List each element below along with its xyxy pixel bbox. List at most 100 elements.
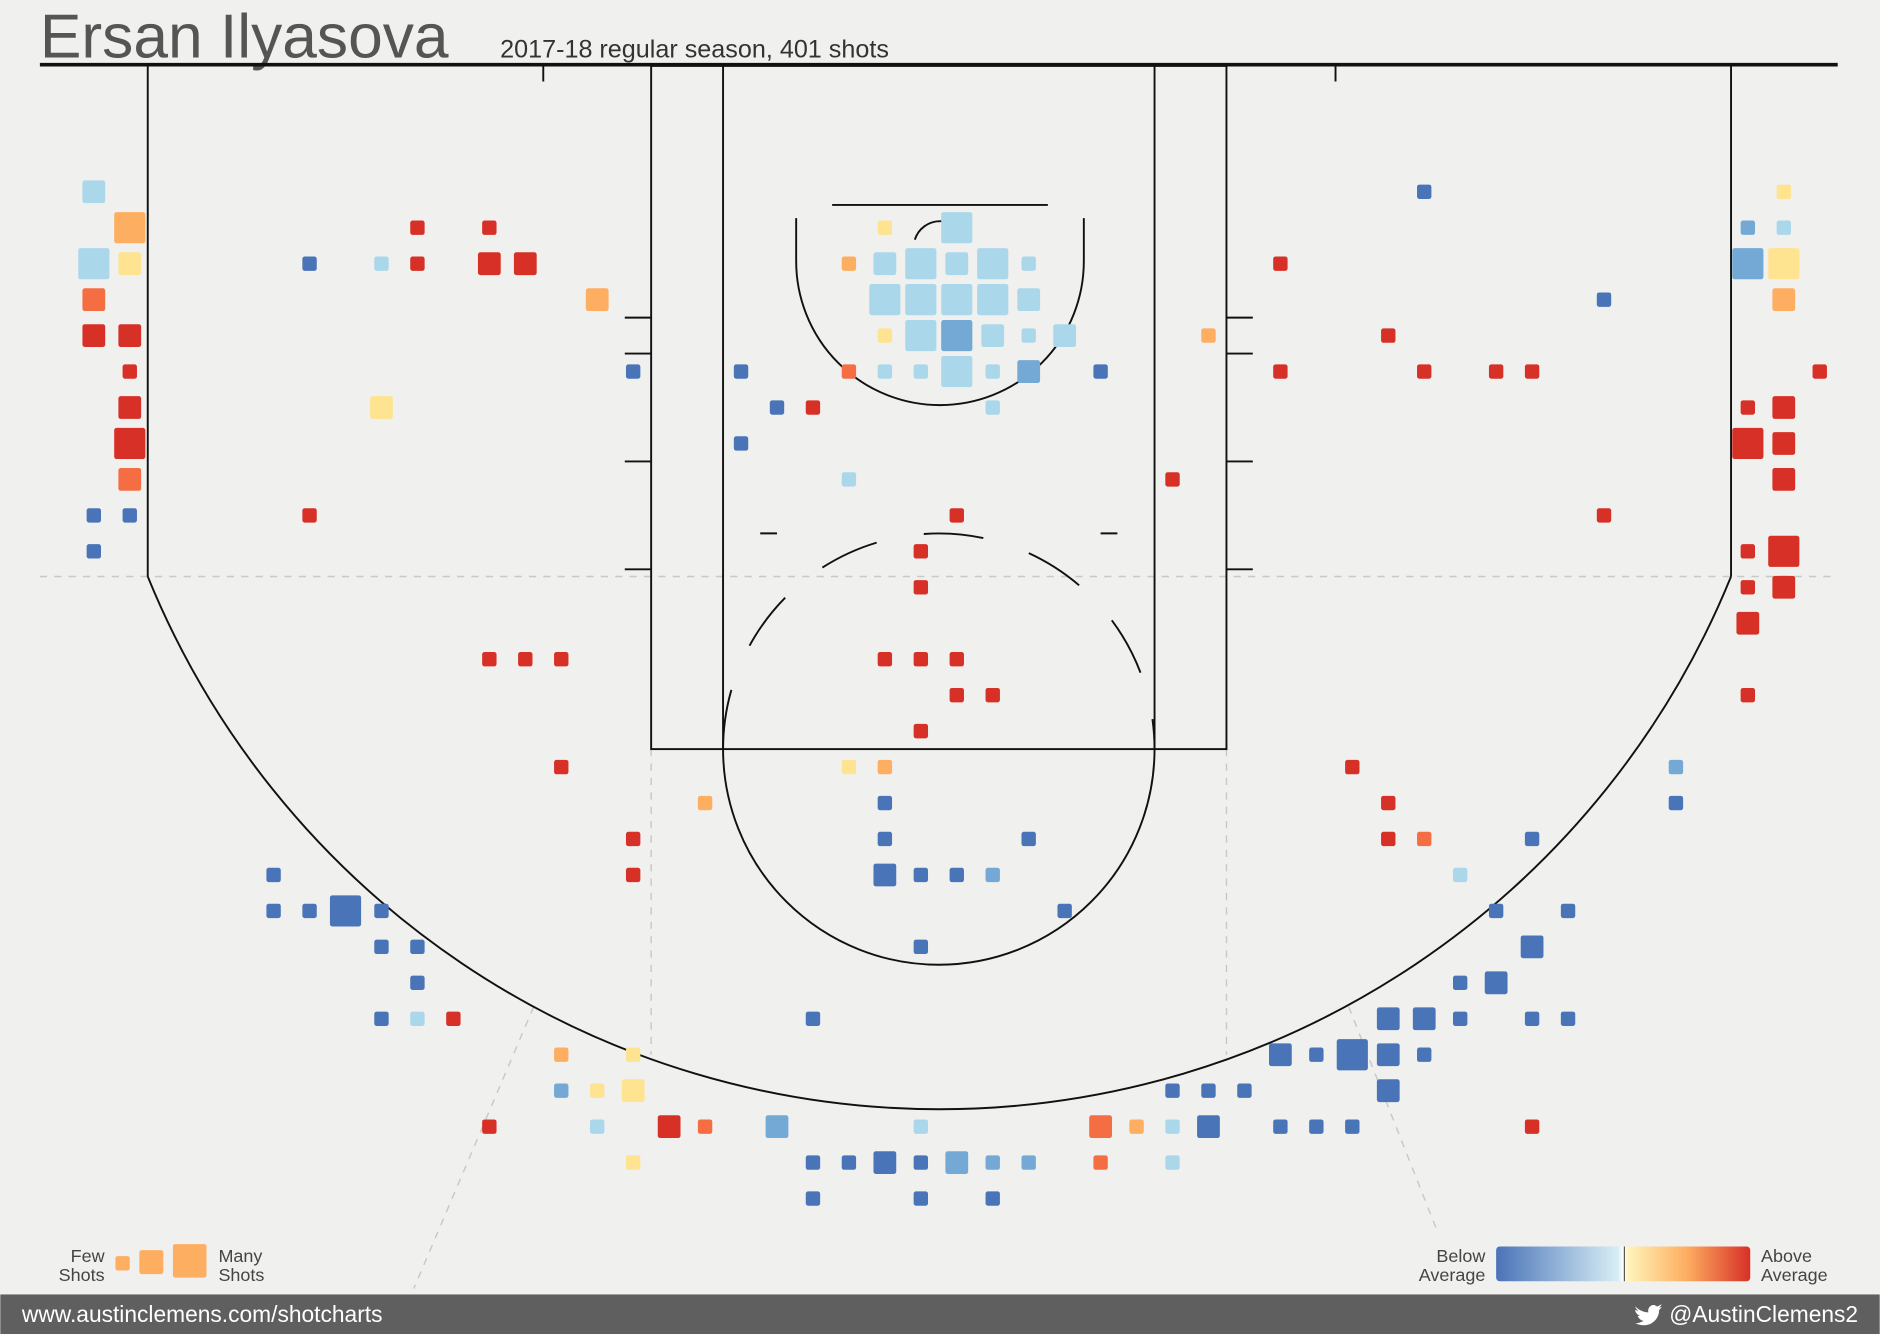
shot-square bbox=[1376, 1079, 1400, 1103]
shot-square bbox=[374, 903, 389, 919]
shot-square bbox=[1776, 184, 1791, 199]
shot-square bbox=[621, 1079, 645, 1103]
shot-square bbox=[949, 687, 964, 703]
shot-square bbox=[985, 400, 1000, 415]
shot-square bbox=[841, 472, 857, 487]
shot-square bbox=[82, 324, 106, 347]
legend-swatch bbox=[172, 1244, 207, 1278]
shot-square bbox=[1201, 1083, 1216, 1098]
shot-square bbox=[410, 220, 425, 235]
restricted-area bbox=[795, 218, 1085, 407]
shot-square bbox=[1768, 535, 1800, 567]
shot-square bbox=[877, 759, 893, 775]
shot-square bbox=[554, 759, 569, 775]
shot-square bbox=[657, 1115, 681, 1139]
shot-square bbox=[625, 1155, 641, 1170]
shot-square bbox=[913, 1191, 929, 1206]
shot-square bbox=[805, 1191, 821, 1206]
shot-square bbox=[1165, 1155, 1180, 1170]
shot-square bbox=[1017, 288, 1041, 312]
shot-square bbox=[114, 427, 146, 460]
shot-square bbox=[873, 863, 897, 887]
shot-square bbox=[118, 468, 142, 491]
shot-square bbox=[977, 248, 1009, 280]
shot-square bbox=[1488, 364, 1504, 379]
shot-square bbox=[1736, 611, 1760, 635]
shot-square bbox=[1381, 328, 1396, 343]
footer-bar bbox=[0, 1294, 1880, 1334]
shot-square bbox=[1089, 1115, 1112, 1139]
shot-square bbox=[805, 1011, 821, 1026]
shot-square bbox=[1412, 1007, 1436, 1031]
shot-square bbox=[1165, 472, 1180, 487]
shot-square bbox=[1309, 1119, 1324, 1134]
shot-square bbox=[1165, 1119, 1180, 1134]
shot-square bbox=[1021, 831, 1036, 847]
shot-square bbox=[941, 320, 973, 352]
shot-square bbox=[1197, 1115, 1220, 1139]
shot-square bbox=[1345, 759, 1360, 775]
hash-marks bbox=[542, 65, 1337, 571]
shot-square bbox=[86, 508, 102, 523]
shot-square bbox=[482, 220, 497, 235]
chart-title: Ersan Ilyasova bbox=[40, 3, 449, 72]
shot-square bbox=[1165, 1083, 1180, 1098]
shot-square bbox=[1768, 248, 1800, 280]
shot-square bbox=[985, 364, 1000, 379]
shot-square bbox=[410, 256, 425, 271]
shot-square bbox=[1269, 1043, 1292, 1067]
shot-square bbox=[769, 400, 785, 415]
shot-square bbox=[1740, 400, 1756, 415]
shot-square bbox=[905, 320, 937, 352]
shot-square bbox=[1740, 544, 1756, 559]
shot-square bbox=[518, 652, 533, 667]
shot-square bbox=[1524, 1119, 1540, 1134]
shot-square bbox=[1021, 1155, 1036, 1170]
shot-square bbox=[841, 759, 857, 775]
shot-square bbox=[1273, 256, 1288, 271]
shot-square bbox=[1488, 903, 1504, 919]
shot-square bbox=[985, 867, 1000, 883]
shot-square bbox=[877, 220, 893, 235]
shot-square bbox=[625, 1047, 641, 1062]
shot-square bbox=[805, 400, 821, 415]
shot-square bbox=[122, 364, 137, 379]
shot-square bbox=[949, 867, 964, 883]
shot-square bbox=[1381, 795, 1396, 811]
shot-square bbox=[590, 1083, 605, 1098]
shot-square bbox=[841, 364, 857, 379]
shot-square bbox=[1452, 867, 1468, 883]
shot-square bbox=[913, 364, 929, 379]
shot-square bbox=[985, 1191, 1000, 1206]
shot-square bbox=[554, 652, 569, 667]
shot-square bbox=[1560, 903, 1576, 919]
shot-square bbox=[873, 1151, 897, 1174]
shot-square bbox=[482, 1119, 497, 1134]
shot-square bbox=[1376, 1043, 1400, 1067]
shot-square bbox=[733, 436, 749, 451]
shot-square bbox=[877, 831, 893, 847]
shot-square bbox=[913, 652, 929, 667]
shot-square bbox=[941, 284, 973, 316]
shot-square bbox=[1732, 248, 1764, 280]
shot-square bbox=[374, 1011, 389, 1026]
shot-square bbox=[1237, 1083, 1252, 1098]
shot-square bbox=[1093, 1155, 1108, 1170]
shot-square bbox=[554, 1047, 569, 1062]
legend-text: Above bbox=[1761, 1246, 1812, 1266]
shots bbox=[78, 180, 1827, 1206]
size-legend: Few Shots Many Shots bbox=[59, 1244, 264, 1285]
shot-square bbox=[1053, 324, 1077, 347]
footer-link[interactable]: www.austinclemens.com/shotcharts bbox=[21, 1301, 383, 1327]
shot-square bbox=[302, 256, 317, 271]
footer-handle[interactable]: @AustinClemens2 bbox=[1669, 1301, 1858, 1327]
shot-square bbox=[1093, 364, 1108, 379]
shot-square bbox=[82, 288, 106, 312]
shot-square bbox=[1596, 508, 1612, 523]
shot-square bbox=[82, 180, 106, 204]
shot-square bbox=[949, 508, 964, 523]
shot-square bbox=[697, 1119, 713, 1134]
shot-square bbox=[877, 364, 893, 379]
legend-text: Few bbox=[71, 1246, 106, 1266]
shot-square bbox=[266, 867, 281, 883]
